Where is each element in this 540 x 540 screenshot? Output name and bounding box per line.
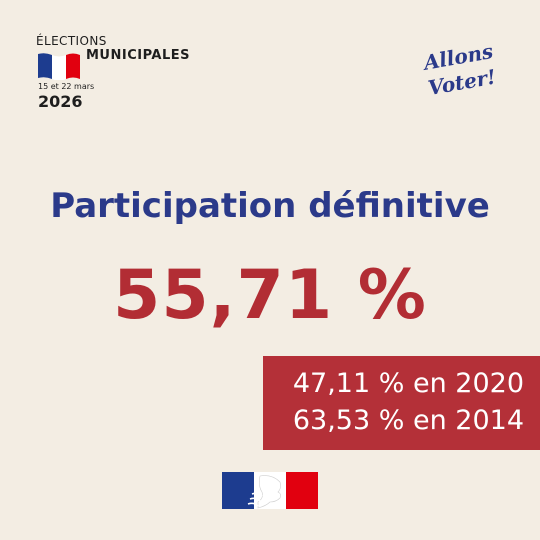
logo-municipales-text: MUNICIPALES <box>86 48 191 63</box>
participation-value: 55,71 % <box>113 256 427 335</box>
marianne-logo-icon <box>222 472 318 509</box>
allons-voter-slogan: Allons Voter! <box>420 40 498 100</box>
comparison-2020: 47,11 % en 2020 <box>292 368 524 399</box>
comparison-box: 47,11 % en 2020 63,53 % en 2014 <box>263 356 540 450</box>
logo-year-text: 2026 <box>38 92 83 111</box>
page-title: Participation définitive <box>50 186 490 226</box>
logo-dates-text: 15 et 22 mars <box>38 82 95 91</box>
french-flag-icon <box>38 53 80 80</box>
comparison-2014: 63,53 % en 2014 <box>292 405 524 436</box>
elections-logo: ÉLECTIONS MUNICIPALES 15 et 22 mars 2026 <box>36 34 190 114</box>
logo-elections-text: ÉLECTIONS <box>36 34 107 48</box>
